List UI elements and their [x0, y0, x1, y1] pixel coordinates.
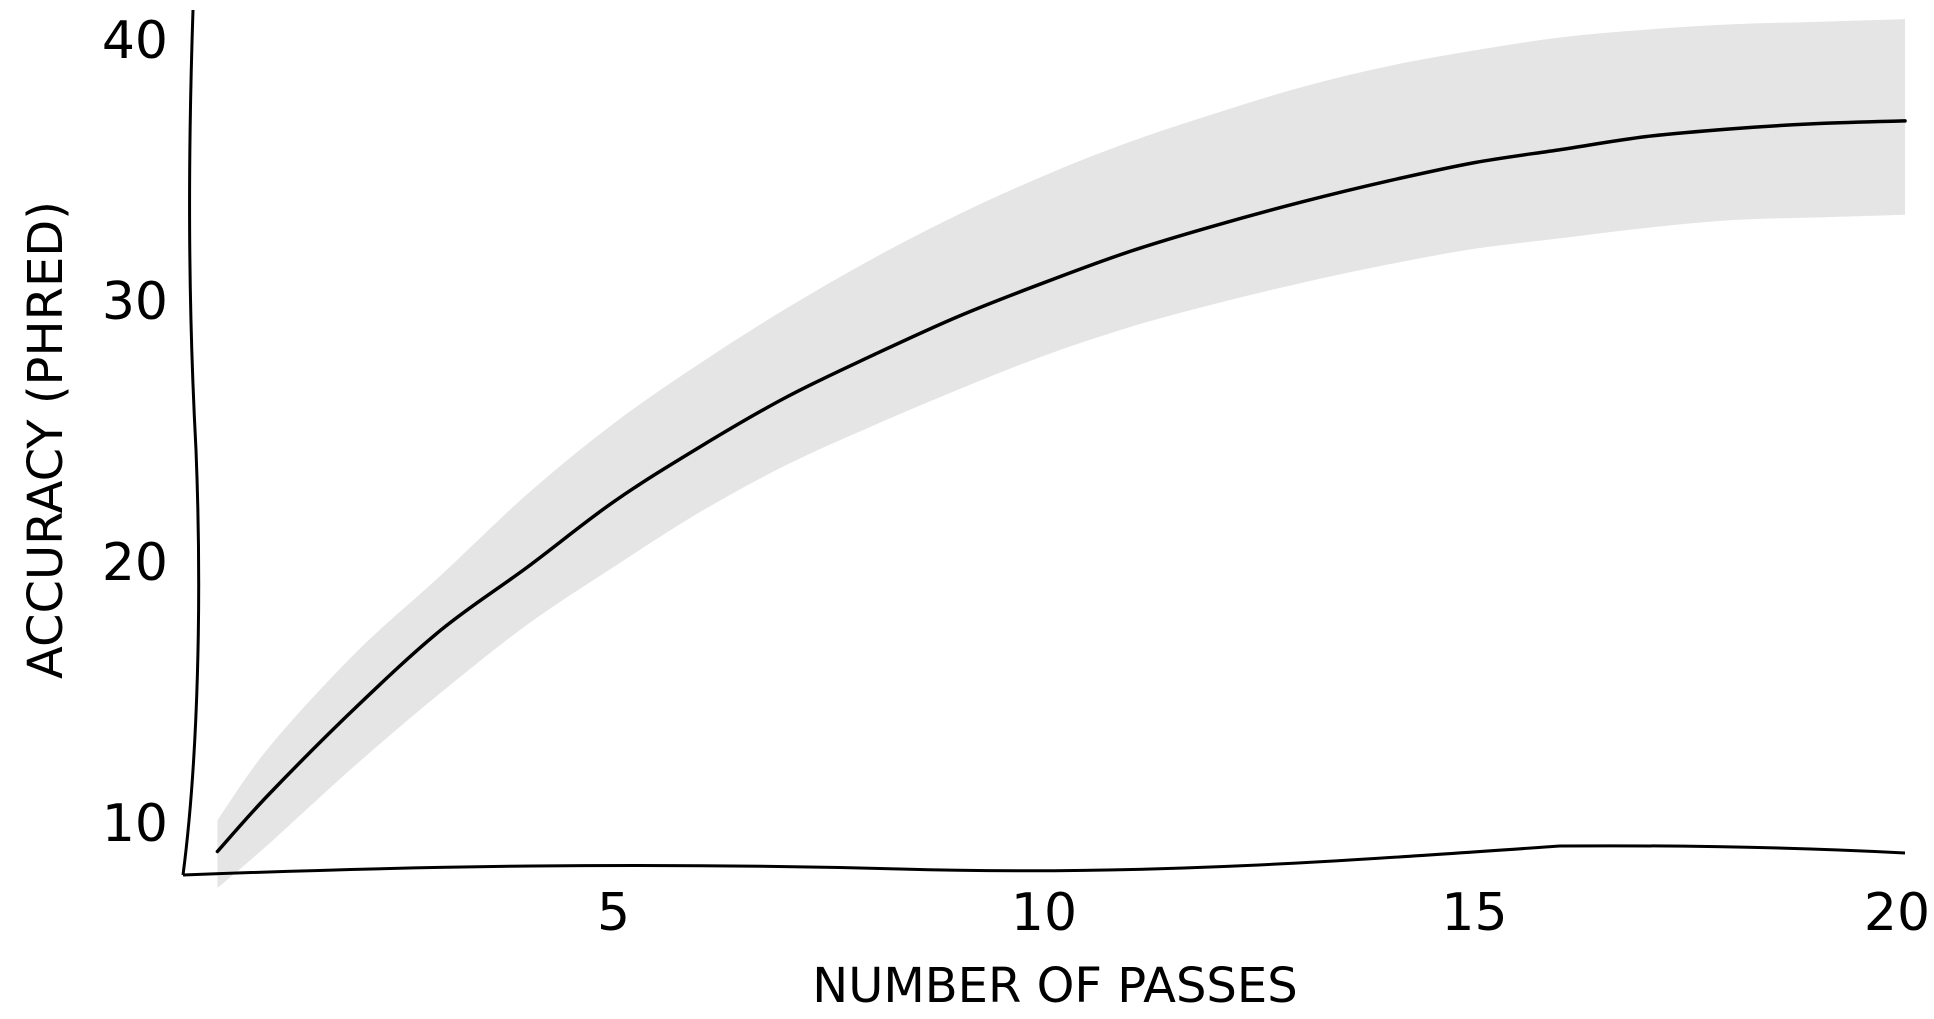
confidence-band-0 — [217, 19, 1905, 889]
y-tick-label-30: 30 — [102, 272, 168, 332]
y-axis-line — [181, 9, 201, 876]
x-tick-label-20: 20 — [1864, 883, 1930, 943]
y-tick-label-10: 10 — [102, 794, 168, 854]
x-axis-label: NUMBER OF PASSES — [812, 958, 1297, 1014]
y-tick-labels: 10 20 30 40 — [102, 11, 168, 854]
x-tick-label-5: 5 — [597, 883, 630, 943]
y-tick-label-40: 40 — [102, 11, 168, 71]
x-tick-label-15: 15 — [1441, 883, 1507, 943]
series-line-0 — [215, 119, 1907, 854]
confidence-band-layer — [217, 19, 1905, 889]
x-tick-label-10: 10 — [1011, 883, 1077, 943]
y-tick-label-20: 20 — [102, 533, 168, 593]
series-line-layer — [215, 119, 1907, 854]
y-axis-label: ACCURACY (PHRED) — [18, 201, 74, 679]
x-axis-line — [182, 844, 1906, 877]
x-tick-labels: 5 10 15 20 — [597, 883, 1930, 943]
